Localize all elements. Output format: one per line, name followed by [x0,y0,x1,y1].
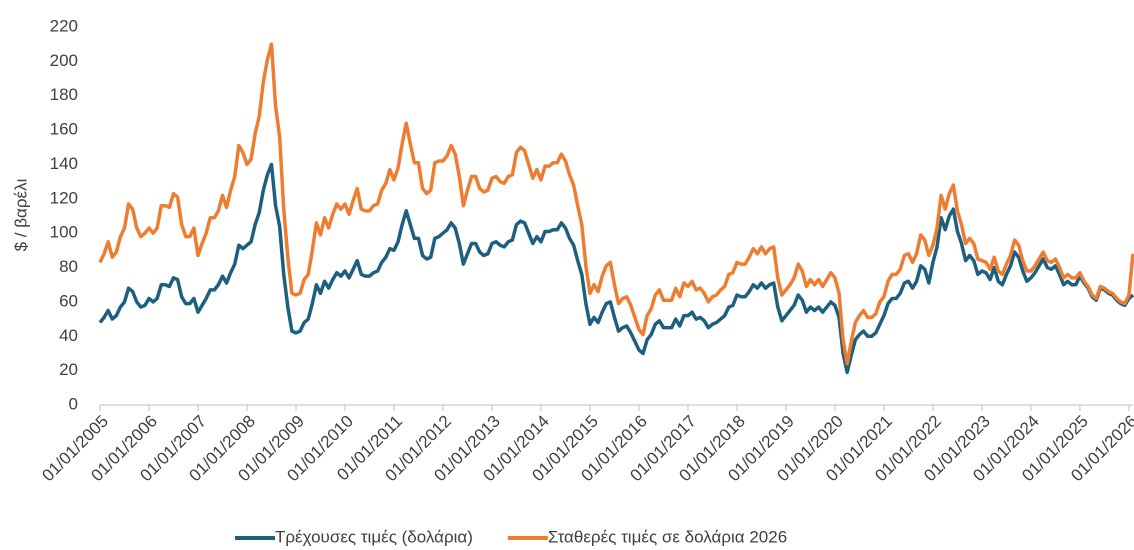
y-axis-label: $ / βαρέλι [11,178,30,251]
y-tick-label: 40 [59,326,78,345]
legend: Τρέχουσες τιμές (δολάρια) Σταθερές τιμές … [235,527,787,546]
legend-label: Σταθερές τιμές σε δολάρια 2026 [548,527,787,546]
series-line [98,42,1134,366]
y-tick-label: 180 [50,85,78,104]
y-tick-label: 20 [59,360,78,379]
y-tick-label: 160 [50,120,78,139]
y-tick-label: 80 [59,257,78,276]
series-line [98,162,1134,375]
y-tick-label: 0 [69,394,78,413]
y-tick-label: 220 [50,16,78,35]
y-tick-label: 120 [50,188,78,207]
y-tick-label: 140 [50,154,78,173]
y-tick-label: 100 [50,223,78,242]
y-tick-label: 200 [50,51,78,70]
legend-label: Τρέχουσες τιμές (δολάρια) [275,527,473,546]
y-tick-label: 60 [59,291,78,310]
